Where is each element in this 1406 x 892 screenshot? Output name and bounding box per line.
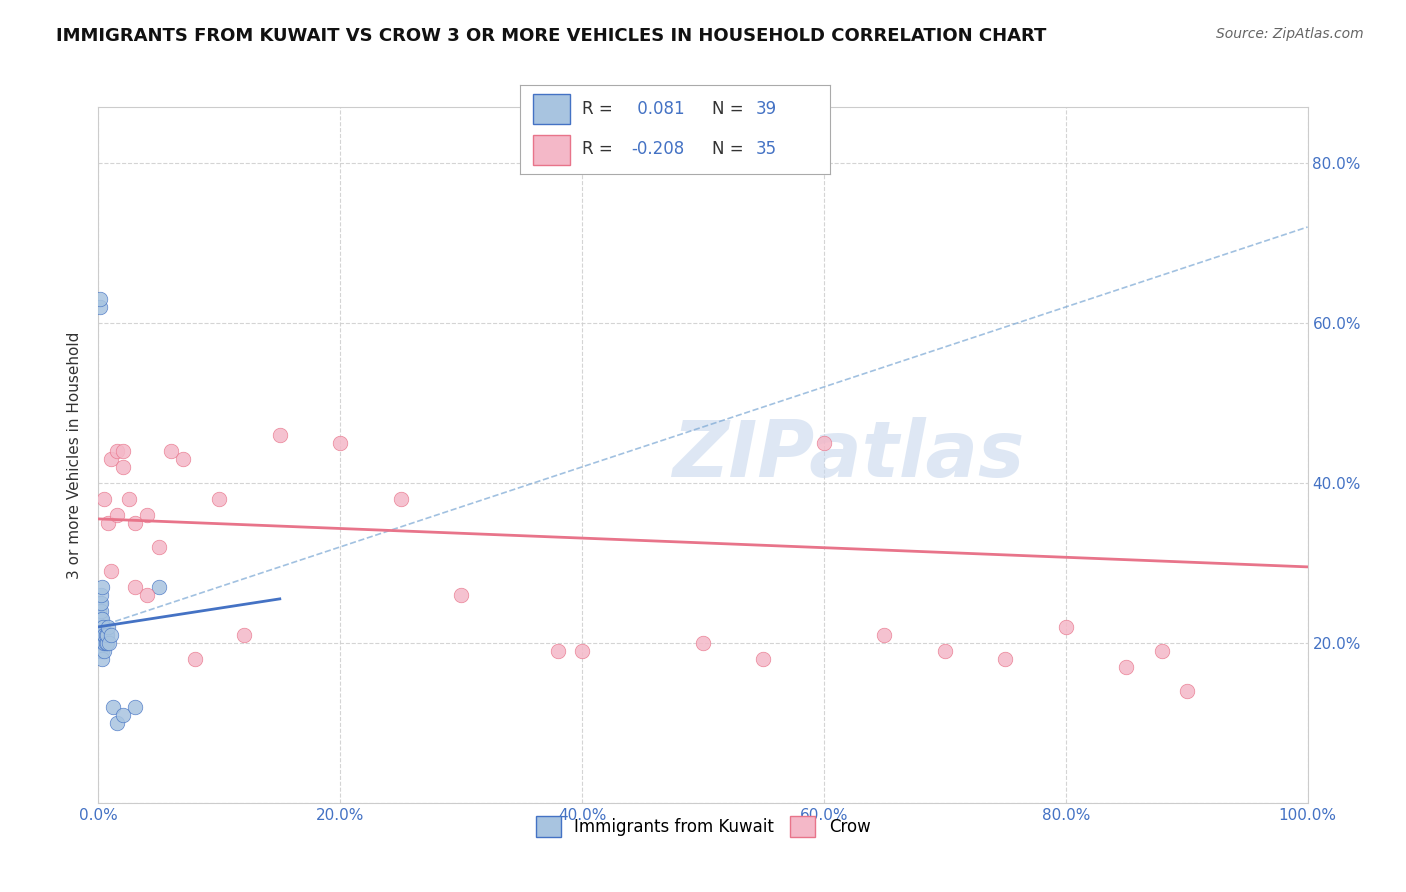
- Point: [100, 628, 122, 642]
- Point: [91, 620, 114, 634]
- Point: [89, 644, 111, 658]
- Point: [547, 644, 569, 658]
- Y-axis label: 3 or more Vehicles in Household: 3 or more Vehicles in Household: [67, 331, 83, 579]
- Point: [124, 699, 146, 714]
- Point: [1054, 620, 1077, 634]
- Point: [91, 652, 114, 666]
- Point: [269, 428, 291, 442]
- Bar: [533, 135, 569, 165]
- Point: [96, 636, 118, 650]
- Text: N =: N =: [711, 100, 749, 118]
- Point: [91, 620, 114, 634]
- Point: [571, 644, 593, 658]
- Point: [91, 580, 114, 594]
- Point: [87, 604, 110, 618]
- Point: [100, 564, 122, 578]
- Point: [752, 652, 775, 666]
- Point: [160, 444, 183, 458]
- Point: [98, 636, 121, 650]
- Point: [89, 300, 111, 314]
- Point: [934, 644, 956, 658]
- Point: [135, 588, 157, 602]
- Point: [100, 451, 122, 466]
- Point: [1175, 683, 1198, 698]
- Point: [208, 491, 231, 506]
- Point: [111, 444, 134, 458]
- Point: [111, 459, 134, 474]
- Point: [94, 636, 117, 650]
- Point: [118, 491, 141, 506]
- Point: [91, 612, 114, 626]
- Point: [389, 491, 412, 506]
- Point: [93, 644, 115, 658]
- Point: [329, 436, 352, 450]
- Point: [172, 451, 194, 466]
- Text: 0.081: 0.081: [631, 100, 685, 118]
- Point: [89, 596, 111, 610]
- Point: [90, 596, 112, 610]
- Point: [101, 699, 124, 714]
- Point: [124, 516, 146, 530]
- Text: 35: 35: [755, 140, 776, 158]
- Point: [105, 508, 128, 522]
- Point: [1152, 644, 1174, 658]
- Text: -0.208: -0.208: [631, 140, 685, 158]
- Point: [692, 636, 714, 650]
- Point: [96, 628, 118, 642]
- Point: [90, 628, 112, 642]
- Point: [91, 628, 114, 642]
- Point: [94, 628, 117, 642]
- Point: [873, 628, 896, 642]
- Point: [994, 652, 1017, 666]
- Point: [90, 612, 112, 626]
- Text: IMMIGRANTS FROM KUWAIT VS CROW 3 OR MORE VEHICLES IN HOUSEHOLD CORRELATION CHART: IMMIGRANTS FROM KUWAIT VS CROW 3 OR MORE…: [56, 27, 1046, 45]
- Point: [93, 491, 115, 506]
- Point: [93, 628, 115, 642]
- Point: [89, 292, 111, 306]
- Point: [148, 540, 170, 554]
- Point: [813, 436, 835, 450]
- Point: [89, 620, 111, 634]
- Text: R =: R =: [582, 140, 619, 158]
- Legend: Immigrants from Kuwait, Crow: Immigrants from Kuwait, Crow: [529, 810, 877, 843]
- Text: Source: ZipAtlas.com: Source: ZipAtlas.com: [1216, 27, 1364, 41]
- Point: [91, 628, 114, 642]
- Point: [97, 516, 120, 530]
- Point: [184, 652, 207, 666]
- Text: N =: N =: [711, 140, 749, 158]
- Point: [1115, 660, 1137, 674]
- Point: [91, 644, 114, 658]
- Point: [105, 444, 128, 458]
- Text: 39: 39: [755, 100, 776, 118]
- Point: [135, 508, 157, 522]
- Point: [97, 620, 120, 634]
- Point: [89, 612, 111, 626]
- Point: [90, 620, 112, 634]
- Point: [91, 636, 114, 650]
- Text: R =: R =: [582, 100, 619, 118]
- Point: [232, 628, 254, 642]
- Point: [148, 580, 170, 594]
- Point: [93, 636, 115, 650]
- Point: [111, 707, 134, 722]
- Point: [89, 636, 111, 650]
- Point: [90, 588, 112, 602]
- Bar: [533, 94, 569, 124]
- Text: ZIPatlas: ZIPatlas: [672, 417, 1024, 493]
- Point: [90, 604, 112, 618]
- Point: [450, 588, 472, 602]
- Point: [124, 580, 146, 594]
- Point: [91, 636, 114, 650]
- Point: [105, 715, 128, 730]
